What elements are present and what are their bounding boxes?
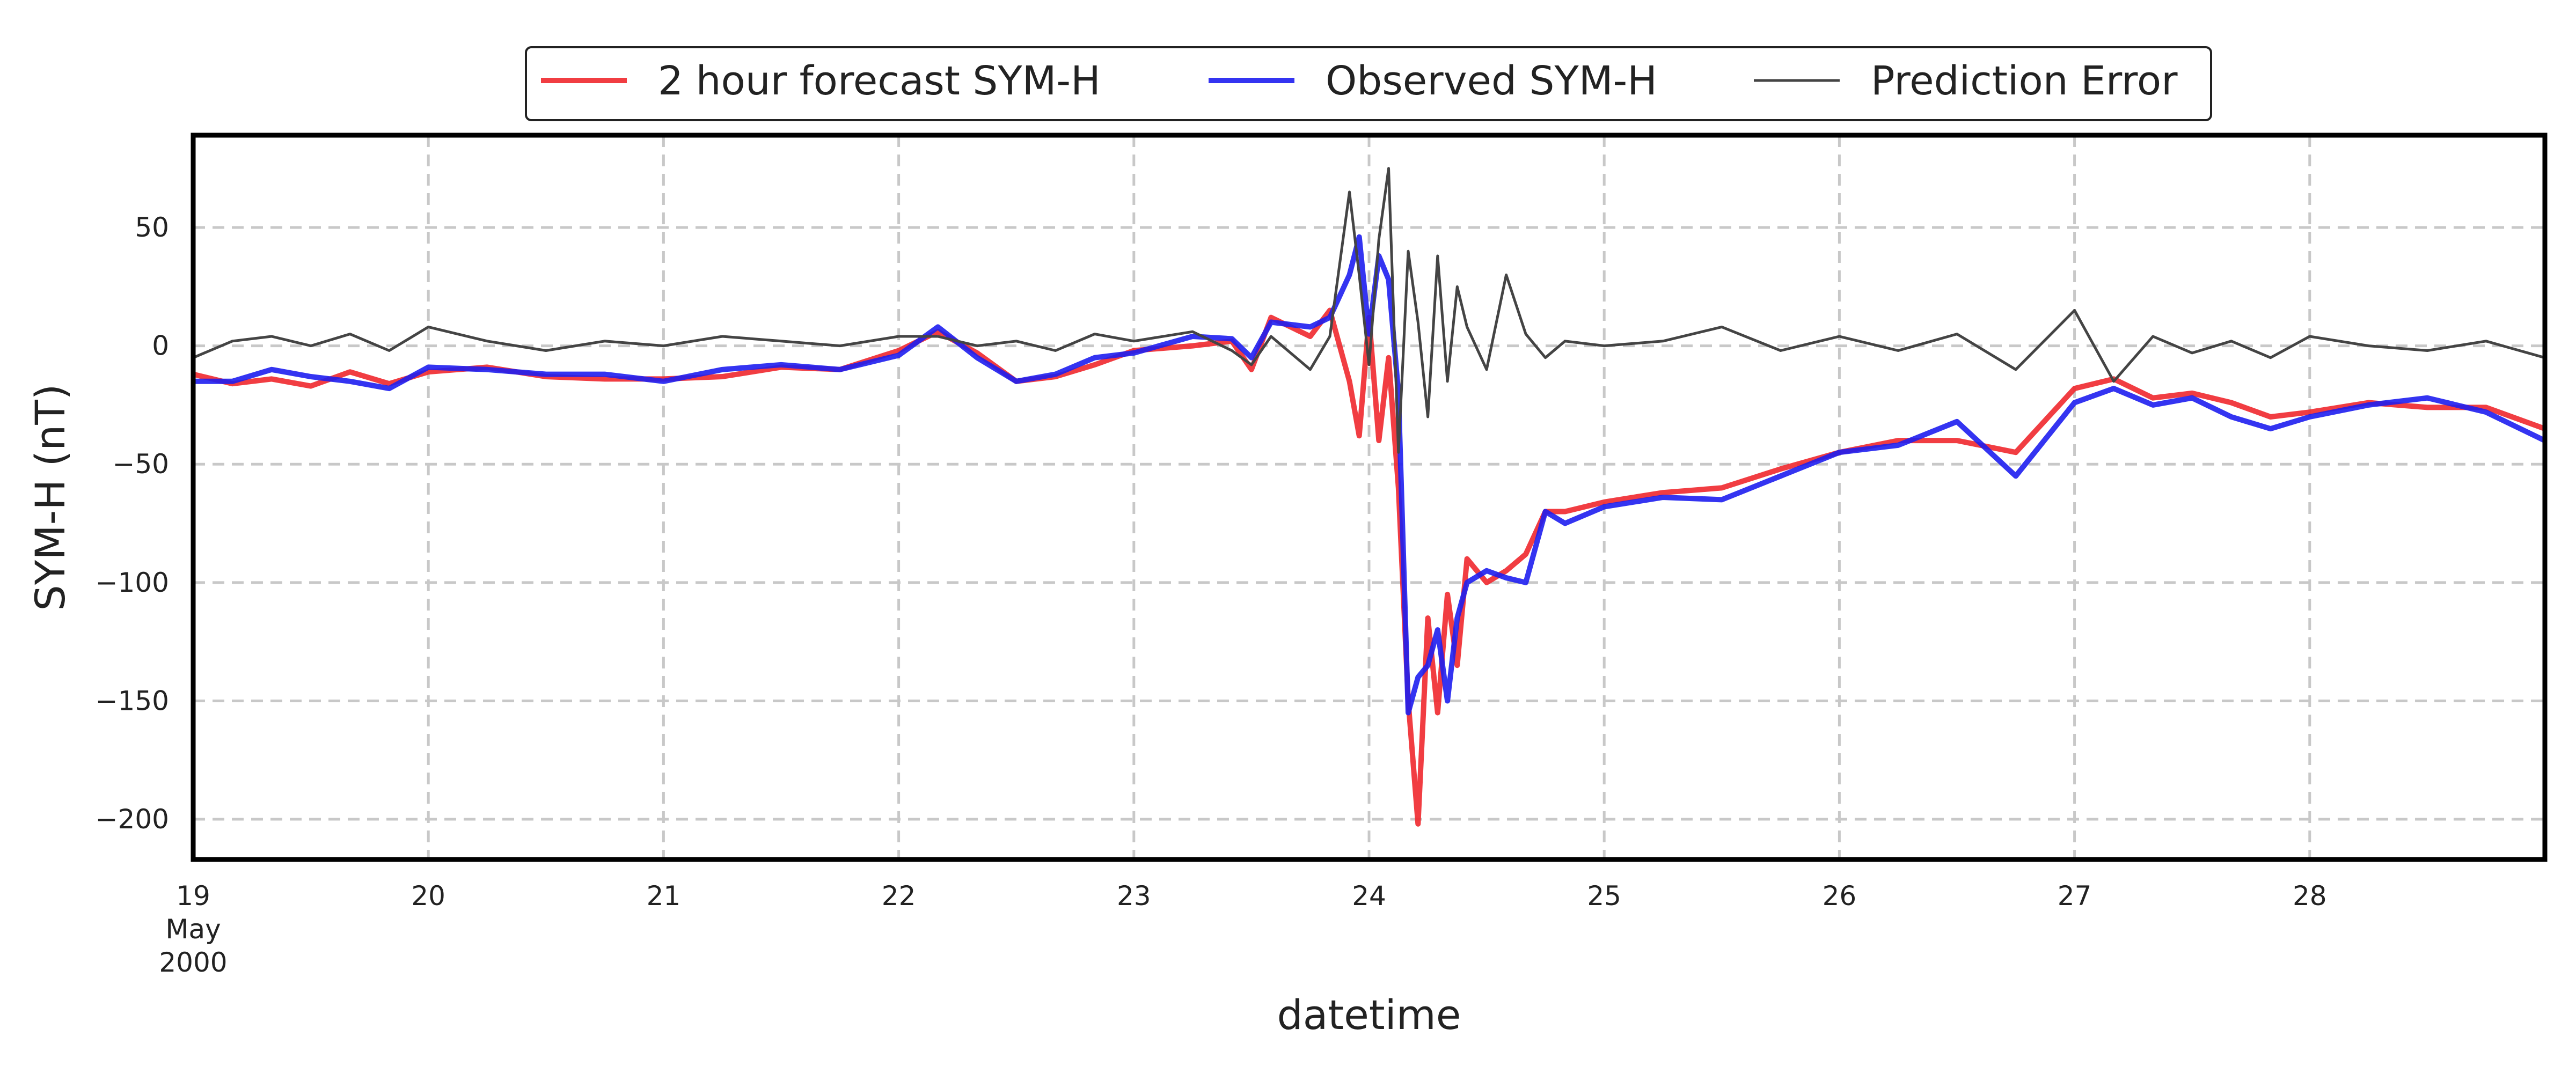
x-tick-sublabel: May (165, 914, 221, 945)
y-tick-label: −200 (96, 804, 169, 835)
x-axis-label: datetime (1277, 991, 1461, 1039)
x-tick-sublabel: 2000 (159, 947, 227, 978)
series-layer (192, 167, 2546, 827)
x-tick-label: 25 (1587, 880, 1621, 912)
x-tick-label: 23 (1117, 880, 1151, 912)
plot-frame (191, 133, 2548, 862)
x-tick-label: 19 (176, 880, 210, 912)
x-tick-label: 24 (1352, 880, 1386, 912)
y-axis-label: SYM-H (nT) (26, 384, 74, 611)
x-tick-label: 22 (882, 880, 916, 912)
x-tick-label: 26 (1823, 880, 1857, 912)
series-line-3 (193, 167, 2545, 454)
legend: 2 hour forecast SYM-H Observed SYM-H Predi… (525, 46, 2212, 121)
y-axis-ticks: 50 0 −50 −100 −150 −200 (96, 212, 169, 835)
grid (193, 135, 2545, 859)
y-tick-label: 0 (152, 330, 169, 362)
x-tick-label: 21 (647, 880, 681, 912)
y-tick-label: −100 (96, 567, 169, 598)
legend-label: 2 hour forecast SYM-H (658, 58, 1101, 104)
legend-box (525, 46, 2212, 121)
legend-label: Prediction Error (1871, 58, 2178, 104)
y-tick-label: −150 (96, 685, 169, 716)
x-tick-label: 28 (2293, 880, 2327, 912)
x-tick-label: 27 (2058, 880, 2092, 912)
y-tick-label: 50 (135, 212, 169, 243)
y-tick-label: −50 (112, 449, 169, 480)
x-tick-label: 20 (411, 880, 445, 912)
legend-label: Observed SYM-H (1326, 58, 1657, 104)
